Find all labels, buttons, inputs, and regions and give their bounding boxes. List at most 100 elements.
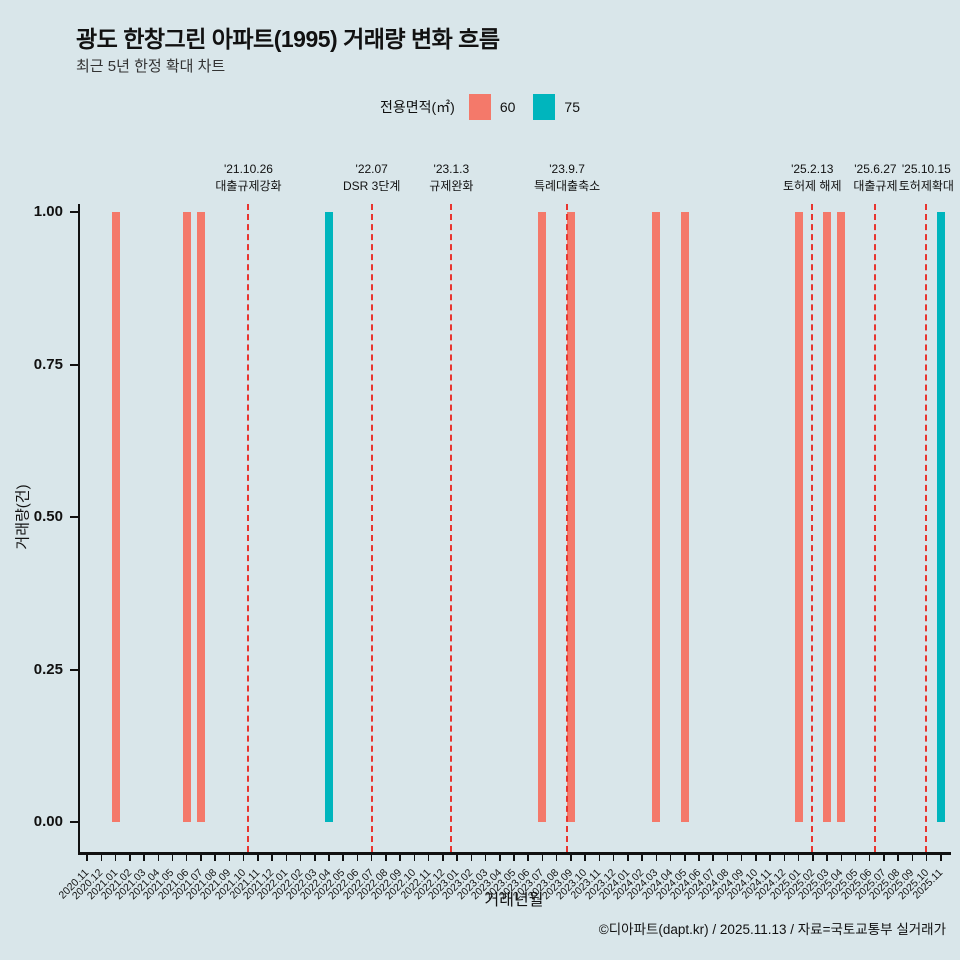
bar-60-2023.07[interactable] — [538, 212, 547, 822]
x-tick — [456, 854, 458, 861]
annotation-label: '25.2.13 토허제 해제 — [783, 161, 842, 195]
y-tick — [70, 211, 78, 213]
x-tick — [726, 854, 729, 861]
x-tick — [854, 854, 857, 861]
page-subtitle: 최근 5년 한정 확대 차트 — [76, 58, 226, 75]
annotation-date: '25.10.15 — [901, 162, 951, 176]
annotation-text: 특례대출축소 — [533, 179, 601, 193]
bar-60-2024.05[interactable] — [680, 212, 689, 822]
x-tick — [584, 854, 586, 861]
y-tick — [70, 363, 78, 366]
bar-60-2024.03[interactable] — [652, 212, 661, 822]
x-tick — [797, 854, 800, 861]
y-tick-label: 0.75 — [33, 355, 63, 373]
bar-60-2025.03[interactable] — [823, 212, 832, 822]
legend-item-75[interactable]: 75 — [533, 94, 580, 120]
x-tick — [911, 854, 914, 861]
x-tick — [328, 854, 330, 861]
bar-75-2025.11[interactable] — [936, 212, 945, 822]
x-tick — [669, 854, 672, 861]
y-tick — [70, 516, 78, 518]
x-tick — [641, 854, 643, 861]
annotation-line — [450, 204, 453, 852]
x-tick — [812, 854, 814, 861]
x-tick — [314, 854, 316, 861]
x-tick — [883, 854, 885, 861]
x-tick — [228, 854, 231, 861]
x-tick — [897, 854, 899, 861]
x-tick — [257, 854, 259, 861]
annotation-text: 대출규제강화 — [215, 179, 282, 193]
x-tick — [484, 854, 487, 861]
annotation-date: '23.1.3 — [433, 162, 470, 176]
x-tick — [684, 854, 686, 861]
page-title: 광도 한창그린 아파트(1995) 거래량 변화 흐름 — [76, 26, 500, 52]
y-tick-label: 0.00 — [33, 813, 63, 830]
annotation-text: DSR 3단계 — [342, 179, 401, 193]
x-tick — [200, 854, 202, 861]
x-tick — [840, 854, 843, 861]
x-tick — [427, 854, 430, 861]
y-tick-label: 0.25 — [33, 660, 63, 678]
x-tick — [342, 854, 344, 861]
annotation-date: '25.6.27 — [854, 162, 897, 176]
x-tick — [627, 854, 629, 861]
x-axis-title: 거래년월 — [484, 892, 544, 909]
x-tick — [541, 854, 544, 861]
annotation-label: '22.07 DSR 3단계 — [343, 161, 400, 195]
annotation-label: '25.6.27 대출규제 — [853, 161, 897, 195]
x-tick — [698, 854, 700, 861]
bar-75-2022.04[interactable] — [325, 212, 334, 822]
x-tick — [783, 854, 786, 861]
bar-60-2025.04[interactable] — [837, 212, 846, 822]
legend-swatch-60 — [468, 94, 491, 120]
x-tick — [242, 854, 245, 861]
x-tick — [399, 854, 401, 861]
bar-60-2023.09[interactable] — [566, 212, 575, 822]
y-axis-line — [77, 204, 80, 855]
annotation-label: '25.10.15 토허제확대 — [899, 161, 954, 195]
legend-item-label: 60 — [499, 99, 516, 115]
x-tick — [940, 854, 942, 861]
y-tick — [70, 668, 78, 671]
annotation-date: '25.2.13 — [791, 162, 834, 176]
x-tick — [299, 854, 302, 861]
annotation-line — [925, 204, 928, 852]
x-tick — [370, 854, 373, 861]
x-tick — [826, 854, 828, 861]
x-tick — [129, 854, 131, 861]
x-tick — [755, 854, 757, 861]
legend-title: 전용면적(㎡) — [379, 99, 455, 115]
annotation-text: 규제완화 — [429, 179, 474, 193]
annotation-label: '21.10.26 대출규제강화 — [215, 161, 281, 195]
bar-60-2021.07[interactable] — [196, 212, 205, 822]
bar-60-2021.01[interactable] — [111, 212, 120, 822]
x-tick — [100, 854, 103, 861]
footer-credit: ©디아파트(dapt.kr) / 2025.11.13 / 자료=국토교통부 실… — [598, 922, 946, 937]
x-tick — [285, 854, 288, 861]
annotation-text: 토허제확대 — [898, 179, 954, 193]
bar-60-2025.01[interactable] — [794, 212, 803, 822]
x-tick — [740, 854, 743, 861]
legend-item-60[interactable]: 60 — [468, 94, 516, 120]
x-tick — [513, 854, 515, 861]
x-tick — [570, 854, 572, 861]
y-tick — [70, 821, 78, 823]
annotation-date: '21.10.26 — [223, 162, 273, 176]
x-tick — [157, 854, 159, 861]
x-tick — [356, 854, 359, 861]
annotation-line — [370, 204, 373, 852]
x-tick — [925, 854, 928, 861]
x-tick — [868, 854, 871, 861]
annotation-label: '23.1.3 규제완화 — [429, 161, 473, 195]
y-tick-label: 1.00 — [33, 203, 63, 220]
annotation-date: '23.9.7 — [549, 162, 585, 176]
bar-60-2021.06[interactable] — [182, 212, 191, 822]
x-tick — [86, 854, 88, 861]
annotation-text: 대출규제 — [853, 179, 898, 193]
annotation-line — [874, 204, 877, 852]
y-tick-label: 0.50 — [33, 508, 63, 525]
annotation-line — [566, 204, 569, 852]
legend-swatch-75 — [533, 94, 556, 120]
